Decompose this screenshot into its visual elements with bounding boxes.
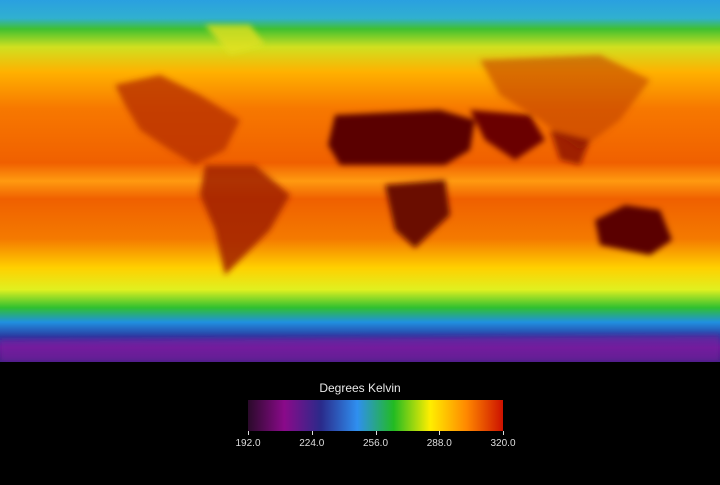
colorbar-tick	[439, 431, 441, 435]
colorbar-tick-label: 320.0	[490, 438, 516, 449]
colorbar-tick	[503, 431, 504, 435]
australia	[595, 205, 672, 255]
temperature-map	[0, 0, 720, 362]
sahara	[328, 110, 475, 165]
south-america	[200, 165, 290, 275]
colorbar-tick-label: 224.0	[299, 438, 325, 449]
north-america	[115, 75, 240, 165]
colorbar-tick-label: 288.0	[426, 438, 452, 449]
southern-africa	[385, 180, 450, 248]
arabia-middle-east	[470, 110, 545, 160]
colorbar-tick	[311, 431, 313, 435]
latitude-temperature-field	[0, 0, 720, 362]
colorbar-tick-label: 192.0	[235, 438, 261, 449]
antarctica	[0, 335, 720, 362]
colorbar-tick-label: 256.0	[362, 438, 389, 449]
colorbar-tick	[375, 431, 377, 435]
colorbar	[248, 400, 503, 431]
greenland	[205, 25, 265, 55]
legend-title: Degrees Kelvin	[319, 381, 401, 395]
india-se-asia	[550, 130, 590, 165]
colorbar-tick	[248, 431, 249, 435]
asia	[480, 55, 650, 150]
